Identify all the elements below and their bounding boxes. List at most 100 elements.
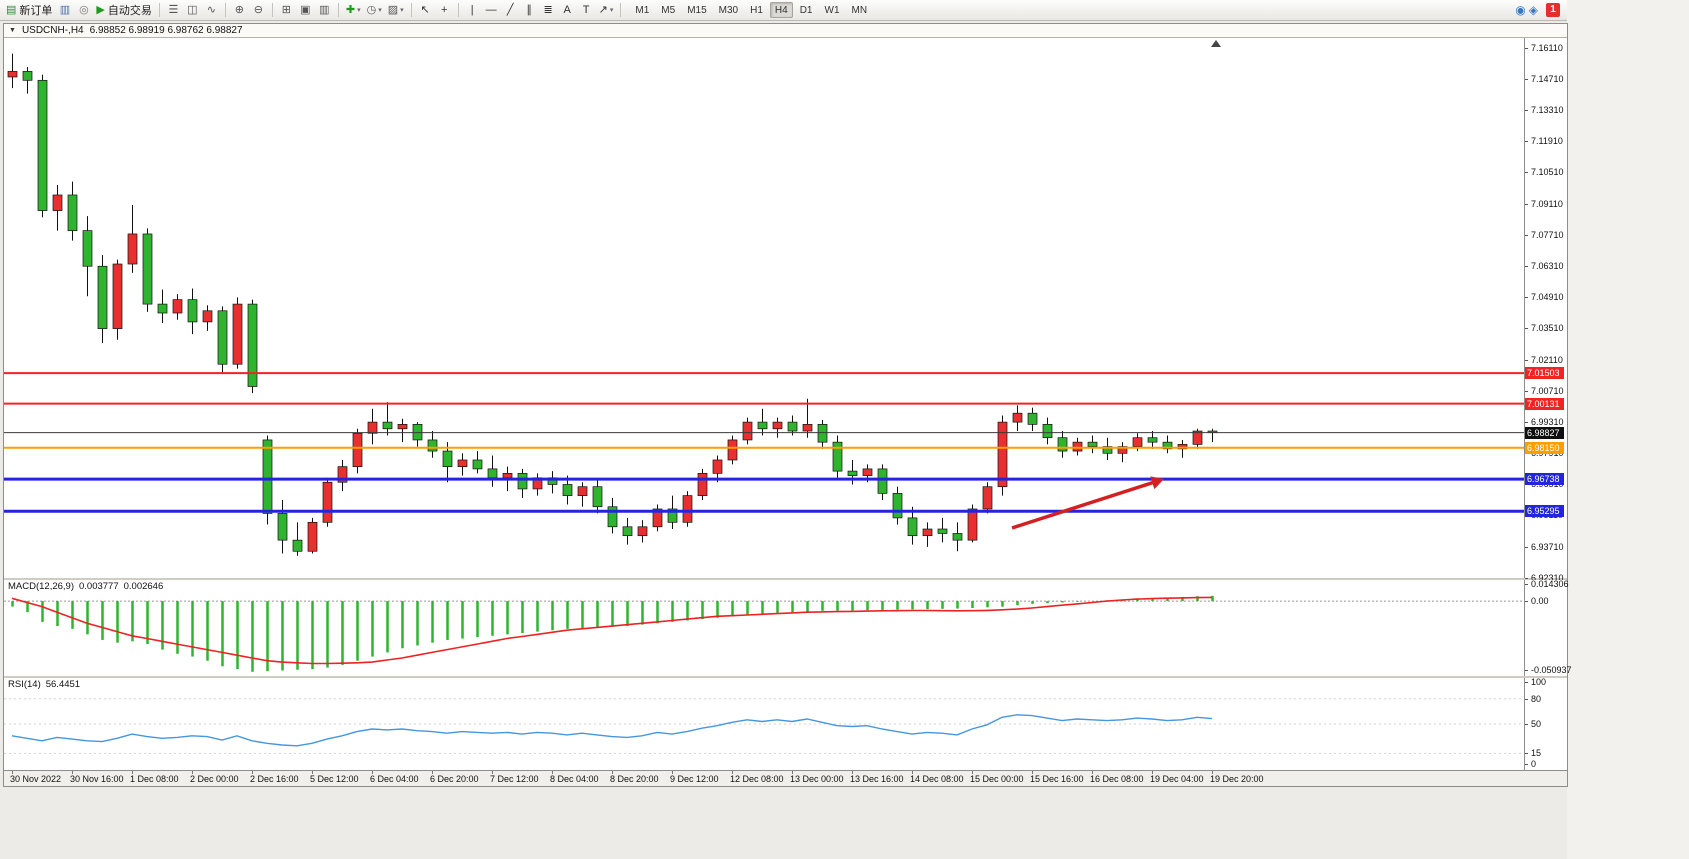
macd-panel[interactable]: MACD(12,26,9) 0.003777 0.002646	[4, 580, 1524, 676]
periods-button[interactable]: ◷ ▾	[364, 2, 385, 19]
rsi-panel[interactable]: RSI(14) 56.4451	[4, 678, 1524, 770]
main-chart-area[interactable]	[4, 38, 1524, 578]
channel-tool-button[interactable]: ∥	[520, 2, 539, 19]
price-tick-label: 7.09110	[1531, 198, 1563, 209]
market-data-button[interactable]: ◎	[74, 2, 93, 19]
axis-tick	[1525, 670, 1528, 671]
axis-tick	[1525, 682, 1528, 683]
tile-windows-button[interactable]: ⊞	[277, 2, 296, 19]
panel-splitter-rsi[interactable]	[4, 676, 1567, 678]
zoom-in-button[interactable]: ⊕	[230, 2, 249, 19]
price-tick-label: 7.14710	[1531, 73, 1564, 84]
current-price-badge: 6.98827	[1525, 426, 1564, 439]
zoom-out-button[interactable]: ⊖	[249, 2, 268, 19]
macd-tick-label: 0.00	[1531, 596, 1549, 607]
timeframe-h4-button[interactable]: H4	[769, 2, 793, 18]
fibonacci-tool-button[interactable]: ≣	[539, 2, 558, 19]
candlestick-chart[interactable]	[4, 38, 1524, 578]
price-axis[interactable]: 7.16110 7.14710 7.13310 7.11910 7.10510 7.091…	[1524, 38, 1567, 583]
trendline-tool-button[interactable]: ╱	[501, 2, 520, 19]
timeframe-m5-button[interactable]: M5	[661, 5, 676, 16]
main-chart-row: 7.16110 7.14710 7.13310 7.11910 7.10510 7.091…	[4, 38, 1567, 583]
chart-menu-icon[interactable]: ▼	[9, 27, 16, 34]
line-chart-mode-button[interactable]: ∿	[202, 2, 221, 19]
axis-tick	[1525, 203, 1528, 205]
time-tick-label: 15 Dec 16:00	[1030, 774, 1084, 784]
time-tick-label: 6 Dec 04:00	[370, 774, 419, 784]
rsi-tick-label: 100	[1531, 677, 1547, 687]
chart-terminal-button[interactable]: ▥	[55, 2, 74, 19]
timeframe-m30-button[interactable]: M30	[718, 5, 739, 16]
timeframe-m15-button[interactable]: M15	[687, 5, 707, 16]
candles[interactable]	[7, 53, 1218, 556]
vertical-line-tool-button[interactable]: |	[463, 2, 482, 19]
new-order-button[interactable]: ▤ 新订单	[3, 2, 55, 19]
axis-tick	[1525, 724, 1528, 725]
candlestick-chart-mode-button[interactable]: ◫	[183, 2, 202, 19]
price-tick-label: 7.03510	[1531, 323, 1564, 334]
bar-chart-mode-button[interactable]: ☰	[164, 2, 183, 19]
timeframe-h1-button[interactable]: H1	[750, 5, 763, 16]
indicators-icon: ✚	[345, 3, 356, 16]
bar-chart-icon: ☰	[168, 3, 179, 16]
terminal-icon: ▥	[59, 3, 71, 16]
auto-scroll-button[interactable]: ▣	[296, 2, 315, 19]
time-tick	[552, 771, 553, 774]
chart-shift-marker-icon[interactable]	[1211, 40, 1221, 47]
time-tick-label: 30 Nov 2022	[10, 774, 62, 784]
axis-tick	[1525, 328, 1528, 330]
notifications-badge[interactable]: 1	[1546, 3, 1560, 17]
horizontal-line-icon: ―	[485, 3, 497, 16]
axis-tick	[1525, 753, 1528, 755]
candlestick-chart-icon: ◫	[187, 3, 198, 16]
arrows-tool-button[interactable]: ↗ ▾	[596, 2, 617, 19]
timeframe-w1-button[interactable]: W1	[824, 5, 840, 16]
time-tick	[972, 771, 973, 774]
time-tick-label: 15 Dec 00:00	[970, 774, 1024, 784]
time-tick	[432, 771, 433, 774]
templates-icon: ▨	[387, 3, 399, 16]
text-tool-button[interactable]: A	[558, 2, 577, 19]
rsi-chart[interactable]	[4, 678, 1524, 770]
rsi-tick-label: 80	[1531, 693, 1542, 704]
rsi-panel-row: RSI(14) 56.4451 100 80 50 15 0	[4, 677, 1567, 770]
auto-scroll-icon: ▣	[300, 3, 311, 16]
search-icon[interactable]: ◈	[1528, 3, 1538, 17]
axis-tick	[1525, 546, 1528, 548]
timeframe-mn-button[interactable]: MN	[851, 5, 868, 16]
auto-trading-button[interactable]: ▶ 自动交易	[93, 2, 154, 19]
axis-tick	[1525, 601, 1528, 603]
panel-splitter-macd[interactable]	[4, 578, 1567, 580]
new-order-label: 新订单	[19, 5, 53, 17]
indicators-button[interactable]: ✚ ▾	[343, 2, 364, 19]
templates-button[interactable]: ▨ ▾	[385, 2, 407, 19]
macd-name: MACD(12,26,9)	[8, 581, 74, 592]
periods-clock-icon: ◷	[366, 3, 377, 16]
time-axis[interactable]: 30 Nov 2022 30 Nov 16:00 1 Dec 08:00 2 Dec …	[4, 770, 1567, 786]
trend-arrow-annotation[interactable]	[1011, 476, 1164, 530]
toolbar-separator	[457, 3, 459, 17]
label-tool-button[interactable]: T	[577, 2, 596, 19]
time-tick-label: 2 Dec 00:00	[190, 774, 239, 784]
price-tick-label: 6.93710	[1531, 541, 1564, 552]
community-icon[interactable]: ◉	[1515, 3, 1526, 17]
time-tick-label: 7 Dec 12:00	[490, 774, 539, 784]
time-tick	[372, 771, 373, 774]
price-tick-label: 7.11910	[1531, 136, 1563, 147]
time-tick	[1092, 771, 1093, 774]
chart-titlebar[interactable]: ▼ USDCNH-,H4 6.98852 6.98919 6.98762 6.9…	[4, 24, 1567, 38]
crosshair-tool-button[interactable]: +	[435, 2, 454, 19]
timeframe-m1-button[interactable]: M1	[635, 5, 650, 16]
macd-chart[interactable]	[4, 580, 1524, 676]
chart-shift-button[interactable]: ▥	[315, 2, 334, 19]
rsi-indicator-label: RSI(14) 56.4451	[8, 679, 85, 690]
timeframe-toolbar: M1 M5 M15 M30 H1 H4 D1 W1 MN	[629, 2, 873, 18]
time-tick	[1152, 771, 1153, 774]
vertical-line-icon: |	[470, 3, 474, 16]
horizontal-line-tool-button[interactable]: ―	[482, 2, 501, 19]
timeframe-d1-button[interactable]: D1	[799, 5, 813, 16]
channel-icon: ∥	[526, 3, 532, 16]
chart-title: USDCNH-,H4	[21, 25, 84, 36]
cursor-tool-button[interactable]: ↖	[416, 2, 435, 19]
new-order-icon: ▤	[6, 3, 17, 16]
